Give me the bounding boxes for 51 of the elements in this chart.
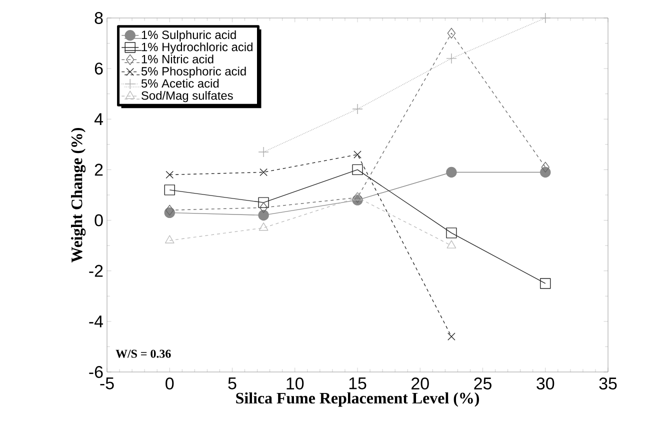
point	[354, 150, 362, 158]
x-tick-label: 15	[349, 378, 366, 390]
point	[164, 235, 174, 244]
x-tick-label: 20	[412, 378, 429, 390]
x-tick-label: 25	[474, 378, 492, 390]
point	[540, 12, 551, 24]
y-tick-label: 4	[94, 113, 103, 125]
point	[446, 166, 457, 178]
legend-label: Sod/Mag sulfates	[142, 91, 233, 102]
point	[164, 184, 175, 196]
y-tick-label: -4	[89, 316, 103, 328]
y-axis-title: Weight Change (%)	[71, 128, 86, 263]
x-tick-label: 0	[166, 378, 174, 390]
point	[258, 146, 269, 158]
point	[352, 164, 363, 176]
y-tick-label: 6	[94, 62, 103, 75]
point	[540, 166, 551, 178]
x-tick-label: 35	[599, 378, 617, 390]
x-tick-label: 5	[228, 378, 236, 390]
annotation: W/S = 0.36	[116, 350, 171, 358]
point	[446, 228, 457, 238]
point	[446, 240, 456, 248]
y-tick-label: 2	[94, 164, 103, 176]
legend-label: 1% Nitric acid	[142, 54, 214, 64]
x-tick-label: 30	[536, 378, 554, 390]
point	[259, 202, 268, 213]
point	[448, 332, 456, 340]
point	[260, 168, 268, 176]
legend-label: 1% Hydrochloric acid	[142, 42, 252, 54]
y-tick-label: 8	[94, 12, 103, 24]
point	[258, 222, 268, 231]
point	[446, 53, 457, 64]
point	[447, 28, 456, 39]
legend-label: 1% Sulphuric acid	[142, 30, 236, 42]
x-tick-label: -5	[100, 378, 114, 390]
point	[353, 192, 362, 203]
point	[166, 170, 174, 179]
y-tick-label: -6	[89, 366, 103, 378]
point	[258, 210, 269, 221]
point	[258, 197, 269, 208]
point	[166, 204, 174, 216]
x-tick-label: 10	[286, 378, 304, 390]
point	[540, 278, 551, 289]
legend-label: 5% Acetic acid	[141, 78, 219, 88]
y-tick-label: -2	[89, 264, 103, 277]
y-tick-label: 0	[94, 214, 103, 226]
legend-label: 5% Phosphoric acid	[141, 66, 246, 78]
point	[352, 104, 363, 114]
point	[352, 192, 362, 200]
x-axis-title: Silica Fume Replacement Level (%)	[236, 392, 479, 407]
point	[541, 162, 550, 173]
